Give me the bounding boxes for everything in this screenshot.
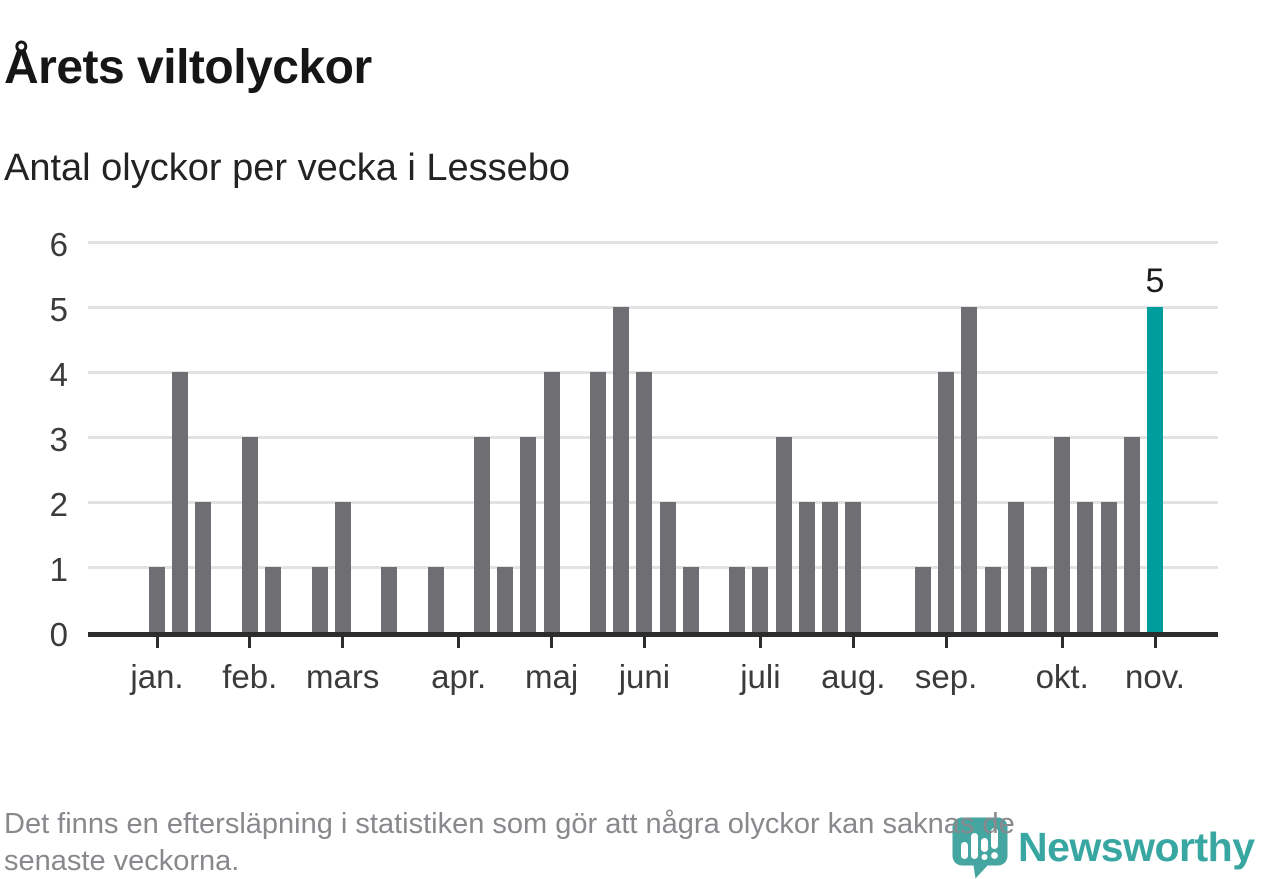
month-tick-maj	[550, 637, 554, 648]
page-title: Årets viltolyckor	[4, 41, 372, 95]
bar-week-35	[938, 372, 955, 632]
bar-week-41	[1077, 502, 1094, 632]
month-label-juni: juni	[618, 658, 671, 695]
month-label-feb: feb.	[222, 658, 278, 695]
month-tick-juni	[642, 637, 646, 648]
gridline-y-1	[88, 566, 1218, 569]
bar-week-16	[497, 567, 514, 632]
month-tick-aug	[851, 637, 855, 648]
bar-week-13	[427, 567, 444, 632]
month-label-apr: apr.	[431, 658, 487, 695]
newsworthy-logo: Newsworthy	[952, 817, 1258, 879]
bar-week-6	[265, 567, 281, 632]
bar-week-43	[1123, 437, 1140, 632]
bar-week-44	[1147, 307, 1163, 632]
bar-week-17	[520, 437, 537, 632]
bar-week-28	[775, 437, 792, 632]
bar-week-3	[195, 502, 212, 632]
newsworthy-bubble-chart-icon	[952, 817, 1008, 879]
month-label-mars: mars	[306, 658, 380, 695]
month-tick-sep	[944, 637, 948, 648]
bar-chart: 0 1 2 3 4 5 6 jan. feb. mars apr. maj juni juli aug. s…	[49, 226, 1218, 695]
month-tick-mars	[341, 637, 345, 648]
month-label-jan: jan.	[130, 658, 184, 695]
y-axis-tick-label: 4	[49, 356, 68, 393]
bar-week-42	[1100, 502, 1117, 632]
month-tick-juli	[758, 637, 762, 648]
highlight-value-label: 5	[1145, 262, 1165, 300]
bar-week-1	[149, 567, 165, 632]
bar-week-22	[636, 372, 653, 632]
bar-week-26	[729, 567, 746, 632]
bar-week-29	[798, 502, 815, 632]
bar-week-15	[473, 437, 490, 632]
bar-week-2	[172, 372, 189, 632]
y-axis-tick-label: 0	[49, 616, 68, 653]
y-axis-tick-label: 1	[49, 551, 68, 588]
bar-week-21	[613, 307, 630, 632]
month-label-okt: okt.	[1035, 658, 1089, 695]
month-tick-feb	[248, 637, 252, 648]
newsworthy-wordmark: Newsworthy	[1018, 824, 1255, 870]
y-axis-tick-label: 6	[49, 226, 68, 263]
y-axis-tick-label: 3	[49, 421, 68, 458]
footer-note: Det finns en eftersläpning i statistiken…	[4, 808, 1015, 877]
gridline-y-2	[88, 501, 1218, 504]
x-axis-line	[88, 632, 1218, 637]
bar-week-34	[914, 567, 931, 632]
month-label-juli: juli	[740, 658, 781, 695]
bar-week-23	[659, 502, 676, 632]
bar-week-18	[543, 372, 560, 632]
gridline-y-4	[88, 371, 1218, 374]
month-label-sep: sep.	[914, 658, 978, 695]
bar-week-20	[590, 372, 606, 632]
bar-week-5	[241, 437, 258, 632]
month-label-aug: aug.	[821, 658, 886, 695]
chart-subtitle: Antal olyckor per vecka i Lessebo	[4, 147, 571, 189]
month-tick-jan	[155, 637, 159, 648]
month-tick-nov	[1153, 637, 1157, 648]
gridline-y-3	[88, 436, 1218, 439]
bar-week-40	[1054, 437, 1071, 632]
month-label-nov: nov.	[1125, 658, 1185, 695]
bar-week-36	[961, 307, 978, 632]
bar-week-30	[822, 502, 839, 632]
bar-week-8	[311, 567, 328, 632]
bar-week-37	[984, 567, 1001, 632]
gridline-y-5	[88, 306, 1218, 309]
month-tick-okt	[1060, 637, 1064, 648]
bar-week-11	[381, 567, 398, 632]
bar-week-38	[1007, 502, 1024, 632]
bar-week-31	[845, 502, 862, 632]
y-axis-tick-label: 2	[49, 486, 68, 523]
bar-week-24	[682, 567, 699, 632]
month-tick-apr	[457, 637, 461, 648]
bar-week-39	[1031, 567, 1047, 632]
bar-week-27	[752, 567, 769, 632]
month-label-maj: maj	[525, 658, 579, 695]
bar-week-9	[334, 502, 351, 632]
y-axis-tick-label: 5	[49, 291, 68, 328]
gridline-y-6	[88, 241, 1218, 244]
